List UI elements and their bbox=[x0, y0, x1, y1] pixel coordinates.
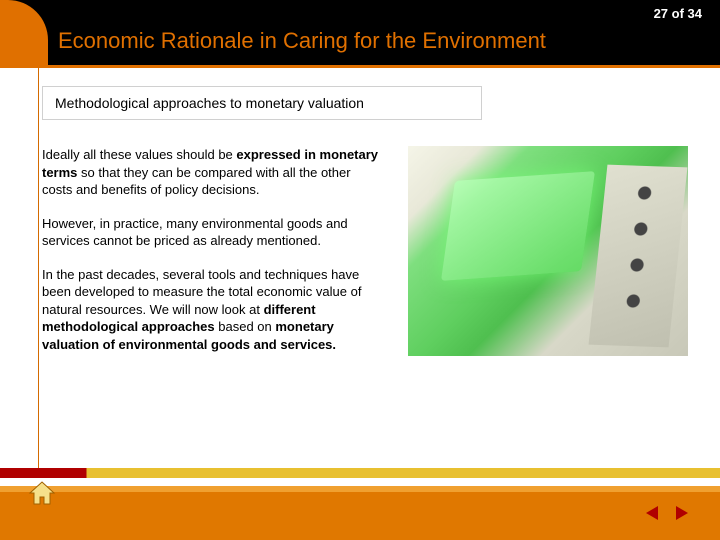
slide-title: Economic Rationale in Caring for the Env… bbox=[58, 28, 546, 54]
subtitle-box: Methodological approaches to monetary va… bbox=[42, 86, 482, 120]
p3-mid: based on bbox=[215, 319, 276, 334]
slide-header: 27 of 34 Economic Rationale in Caring fo… bbox=[0, 0, 720, 68]
paragraph-1: Ideally all these values should be expre… bbox=[42, 146, 382, 199]
nav-arrows bbox=[642, 504, 692, 522]
prev-button[interactable] bbox=[642, 504, 662, 522]
body-text: Ideally all these values should be expre… bbox=[42, 146, 382, 369]
calculator-image bbox=[408, 146, 688, 356]
paragraph-2: However, in practice, many environmental… bbox=[42, 215, 382, 250]
paragraph-3: In the past decades, several tools and t… bbox=[42, 266, 382, 354]
next-button[interactable] bbox=[672, 504, 692, 522]
prev-arrow-icon bbox=[642, 504, 662, 522]
home-button[interactable] bbox=[28, 480, 56, 506]
footer-stripe-top bbox=[0, 468, 720, 478]
next-arrow-icon bbox=[672, 504, 692, 522]
p1-tail: so that they can be compared with all th… bbox=[42, 165, 351, 198]
left-rule bbox=[38, 68, 39, 468]
slide-footer bbox=[0, 468, 720, 540]
home-icon bbox=[28, 480, 56, 506]
p1-lead: Ideally all these values should be bbox=[42, 147, 236, 162]
page-counter: 27 of 34 bbox=[654, 6, 702, 21]
content-area: Methodological approaches to monetary va… bbox=[0, 68, 720, 468]
footer-stripe-main bbox=[0, 492, 720, 540]
header-accent-curve bbox=[0, 0, 48, 68]
subtitle-text: Methodological approaches to monetary va… bbox=[55, 95, 364, 111]
